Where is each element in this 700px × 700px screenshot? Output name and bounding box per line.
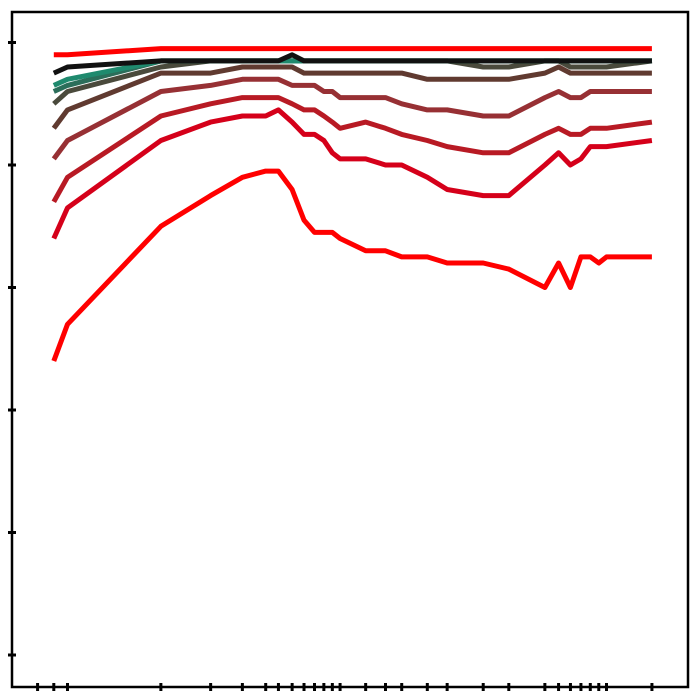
series-line-5 xyxy=(51,64,652,130)
ticks-layer xyxy=(8,41,654,691)
series-line-10 xyxy=(53,46,652,58)
series-line-9 xyxy=(52,52,652,76)
series-line-1 xyxy=(51,168,652,362)
series-line-2 xyxy=(51,107,653,240)
series-line-4 xyxy=(51,76,652,161)
series-layer xyxy=(51,46,653,362)
series-line-3 xyxy=(51,95,653,204)
plot-frame xyxy=(10,10,690,689)
